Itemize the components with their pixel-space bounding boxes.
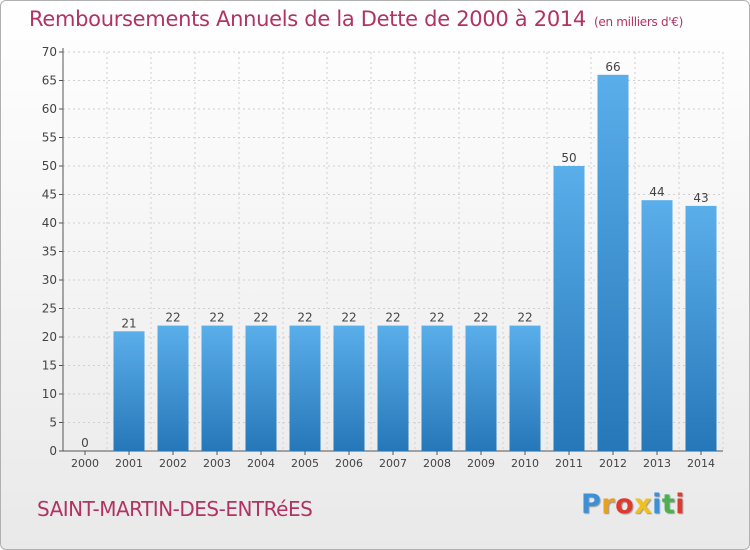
data-label-2010: 22 xyxy=(517,311,532,325)
logo-letter: x xyxy=(634,489,653,520)
y-tick-label: 25 xyxy=(42,302,57,316)
x-tick-label-2012: 2012 xyxy=(599,457,627,470)
x-tick-label-2011: 2011 xyxy=(555,457,583,470)
x-tick-label-2001: 2001 xyxy=(115,457,143,470)
data-label-2002: 22 xyxy=(165,311,180,325)
x-tick-label-2000: 2000 xyxy=(71,457,99,470)
bar-2002 xyxy=(157,325,189,451)
bar-2013 xyxy=(641,200,673,451)
x-tick-label-2004: 2004 xyxy=(247,457,275,470)
logo-letter: i xyxy=(675,489,686,520)
chart-unit: (en milliers d'€) xyxy=(594,15,684,29)
data-label-2013: 44 xyxy=(649,185,664,199)
data-label-2008: 22 xyxy=(429,311,444,325)
x-tick-label-2006: 2006 xyxy=(335,457,363,470)
data-label-2009: 22 xyxy=(473,311,488,325)
y-tick-label: 10 xyxy=(42,387,57,401)
x-tick-labels: 2000 2001 2002 2003 2004 2005 2006 2007 2008 2009… xyxy=(71,457,715,470)
data-label-2004: 22 xyxy=(253,311,268,325)
bar-2009 xyxy=(465,325,497,451)
data-labels: 0 21 22 22 22 22 22 22 22 22 22 50 66 44 43 xyxy=(81,60,708,450)
y-tick-label: 20 xyxy=(42,330,57,344)
logo-letter: i xyxy=(652,489,662,520)
x-tick-label-2008: 2008 xyxy=(423,457,451,470)
x-tick-label-2003: 2003 xyxy=(203,457,231,470)
bar-2011 xyxy=(553,166,585,451)
x-tick-label-2002: 2002 xyxy=(159,457,187,470)
x-tick-label-2007: 2007 xyxy=(379,457,407,470)
data-label-2000: 0 xyxy=(81,436,89,450)
data-label-2012: 66 xyxy=(605,60,620,74)
y-tick-label: 30 xyxy=(42,273,57,287)
x-tick-label-2010: 2010 xyxy=(511,457,539,470)
y-tick-label: 15 xyxy=(42,359,57,373)
y-tick-labels: 0 5 10 15 20 25 30 35 40 45 50 55 60 65 70 xyxy=(42,45,57,458)
chart-title-text: Remboursements Annuels de la Dette de 20… xyxy=(29,7,586,31)
y-tick-label: 40 xyxy=(42,216,57,230)
x-tick-label-2013: 2013 xyxy=(643,457,671,470)
bar-2014 xyxy=(685,205,717,451)
chart-title: Remboursements Annuels de la Dette de 20… xyxy=(29,7,683,31)
x-tick-label-2014: 2014 xyxy=(687,457,715,470)
bar-2005 xyxy=(289,325,321,451)
data-label-2007: 22 xyxy=(385,311,400,325)
y-tick-label: 55 xyxy=(42,131,57,145)
x-tick-label-2009: 2009 xyxy=(467,457,495,470)
y-tick-label: 60 xyxy=(42,102,57,116)
y-tick-label: 70 xyxy=(42,45,57,59)
y-tick-label: 65 xyxy=(42,74,57,88)
y-tick-label: 45 xyxy=(42,188,57,202)
data-label-2011: 50 xyxy=(561,151,576,165)
commune-name: SAINT-MARTIN-DES-ENTRéES xyxy=(37,497,313,521)
y-tick-label: 0 xyxy=(49,444,57,458)
bar-2008 xyxy=(421,325,453,451)
data-label-2005: 22 xyxy=(297,311,312,325)
proxiti-logo: Proxiti xyxy=(581,489,685,520)
data-label-2001: 21 xyxy=(121,316,136,330)
bar-2007 xyxy=(377,325,409,451)
logo-letter: t xyxy=(661,489,676,520)
bar-2001 xyxy=(113,331,145,451)
data-label-2006: 22 xyxy=(341,311,356,325)
y-tick-label: 5 xyxy=(49,416,57,430)
y-tick-label: 35 xyxy=(42,245,57,259)
bar-2004 xyxy=(245,325,277,451)
bar-2010 xyxy=(509,325,541,451)
x-tick-label-2005: 2005 xyxy=(291,457,319,470)
bar-2003 xyxy=(201,325,233,451)
logo-letter: o xyxy=(615,489,635,520)
data-label-2003: 22 xyxy=(209,311,224,325)
logo-letter: r xyxy=(601,489,616,520)
data-label-2014: 43 xyxy=(693,191,708,205)
bar-2012 xyxy=(597,74,629,452)
bar-2006 xyxy=(333,325,365,451)
bars xyxy=(113,74,717,452)
logo-letter: P xyxy=(581,489,602,520)
y-tick-label: 50 xyxy=(42,159,57,173)
